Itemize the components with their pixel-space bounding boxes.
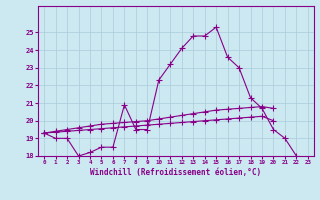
X-axis label: Windchill (Refroidissement éolien,°C): Windchill (Refroidissement éolien,°C) <box>91 168 261 177</box>
